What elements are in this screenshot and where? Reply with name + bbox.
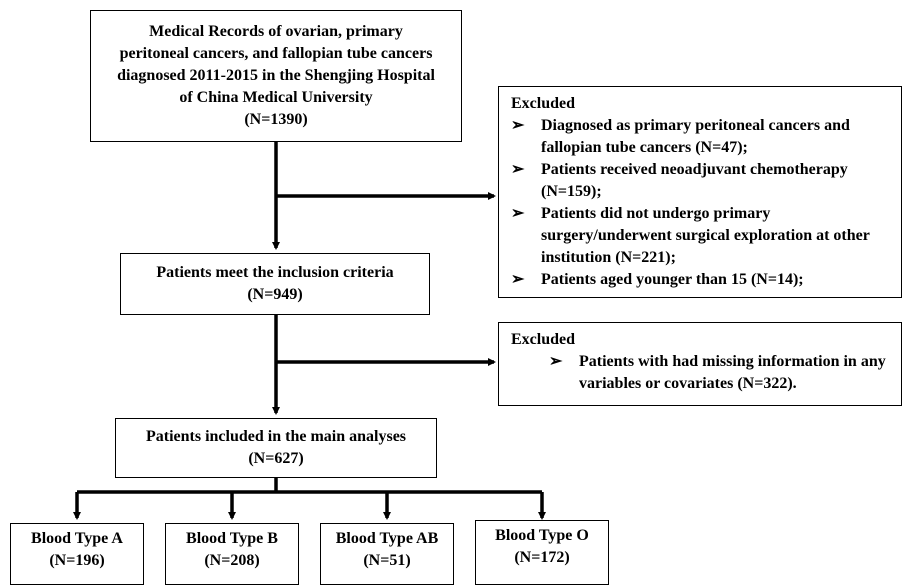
blood-type-b-label: Blood Type B bbox=[186, 530, 278, 547]
list-item: ➢ Patients did not undergo primary surger… bbox=[511, 203, 893, 269]
source-line-4: of China Medical University bbox=[179, 89, 373, 106]
inclusion-count: (N=949) bbox=[247, 286, 303, 303]
blood-type-b-box: Blood Type B (N=208) bbox=[165, 523, 299, 585]
exclusion-box-2: Excluded ➢ Patients with had missing info… bbox=[498, 322, 902, 406]
exclusion-box-1: Excluded ➢ Diagnosed as primary peritonea… bbox=[498, 86, 902, 298]
arrow-bullet-icon: ➢ bbox=[549, 353, 563, 370]
arrow-bullet-icon: ➢ bbox=[511, 117, 525, 134]
exclusion-2-title: Excluded bbox=[511, 331, 576, 348]
analysis-label: Patients included in the main analyses bbox=[145, 428, 407, 445]
exclusion-1-item-4: Patients aged younger than 15 (N=14); bbox=[541, 271, 804, 288]
exclusion-1-list: ➢ Diagnosed as primary peritoneal cancers… bbox=[511, 115, 893, 291]
blood-type-o-count: (N=172) bbox=[514, 549, 570, 566]
arrow-bullet-icon: ➢ bbox=[511, 161, 525, 178]
list-item: ➢ Patients aged younger than 15 (N=14); bbox=[511, 269, 893, 291]
blood-type-a-count: (N=196) bbox=[49, 552, 105, 569]
arrow-bullet-icon: ➢ bbox=[511, 205, 525, 222]
list-item: ➢ Patients received neoadjuvant chemother… bbox=[511, 159, 893, 203]
blood-type-a-box: Blood Type A (N=196) bbox=[10, 523, 144, 585]
inclusion-label: Patients meet the inclusion criteria bbox=[156, 264, 394, 281]
exclusion-1-item-1: Diagnosed as primary peritoneal cancers … bbox=[541, 117, 850, 156]
inclusion-criteria-box: Patients meet the inclusion criteria (N=… bbox=[120, 253, 430, 315]
analysis-count: (N=627) bbox=[248, 450, 304, 467]
list-item: ➢ Diagnosed as primary peritoneal cancers… bbox=[511, 115, 893, 159]
source-line-3: diagnosed 2011-2015 in the Shengjing Hos… bbox=[117, 67, 435, 84]
arrow-bullet-icon: ➢ bbox=[511, 271, 525, 288]
exclusion-2-item-1: Patients with had missing information in… bbox=[579, 353, 886, 392]
blood-type-b-count: (N=208) bbox=[204, 552, 260, 569]
exclusion-1-item-2: Patients received neoadjuvant chemothera… bbox=[541, 161, 848, 200]
source-records-box: Medical Records of ovarian, primary peri… bbox=[90, 10, 462, 142]
blood-type-a-label: Blood Type A bbox=[31, 530, 123, 547]
blood-type-ab-count: (N=51) bbox=[363, 552, 411, 569]
main-analyses-box: Patients included in the main analyses (… bbox=[115, 418, 437, 478]
list-item: ➢ Patients with had missing information i… bbox=[549, 351, 893, 395]
source-line-2: peritoneal cancers, and fallopian tube c… bbox=[119, 45, 433, 62]
source-line-1: Medical Records of ovarian, primary bbox=[149, 23, 403, 40]
exclusion-1-title: Excluded bbox=[511, 95, 576, 112]
blood-type-ab-box: Blood Type AB (N=51) bbox=[320, 523, 454, 585]
blood-type-o-box: Blood Type O (N=172) bbox=[475, 520, 609, 585]
exclusion-2-list: ➢ Patients with had missing information i… bbox=[549, 351, 893, 395]
blood-type-ab-label: Blood Type AB bbox=[335, 530, 439, 547]
source-count: (N=1390) bbox=[244, 111, 308, 128]
exclusion-1-item-3: Patients did not undergo primary surgery… bbox=[541, 205, 870, 266]
blood-type-o-label: Blood Type O bbox=[495, 527, 589, 544]
